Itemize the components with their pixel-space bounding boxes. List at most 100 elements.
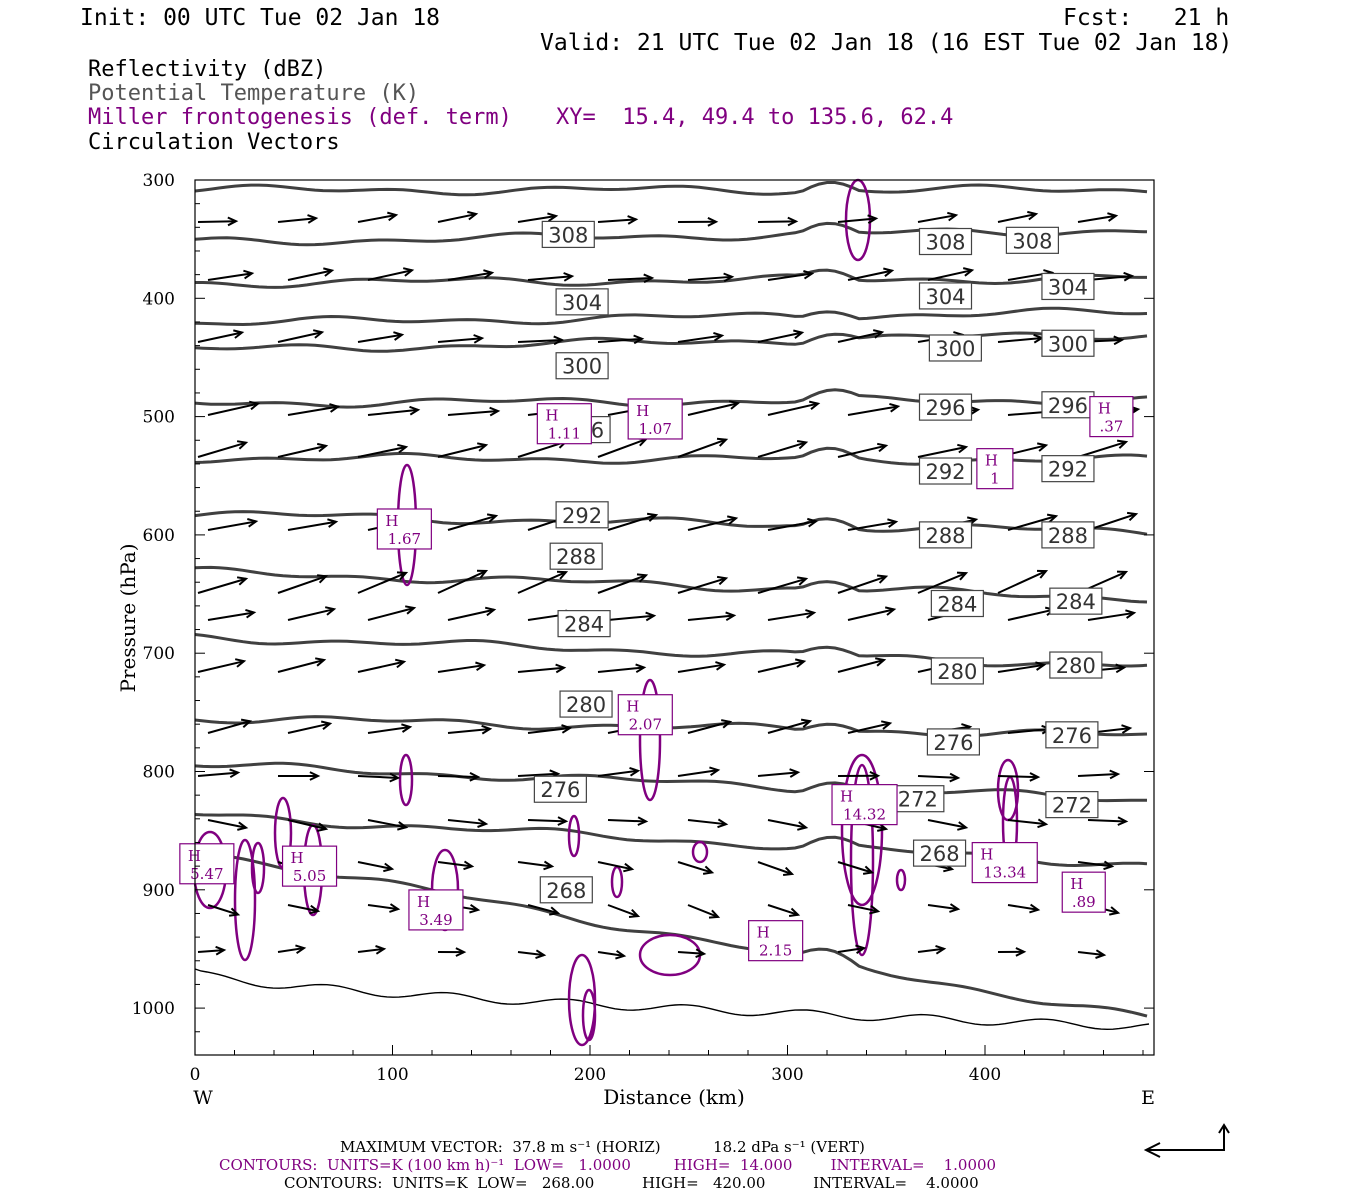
vector-arrowhead [709,766,721,777]
vector-arrowhead [375,945,387,955]
frontogenesis-contour [638,933,702,977]
circulation-vector [607,276,653,281]
circulation-vector [837,575,887,594]
vector-arrowhead [477,818,489,828]
circulation-vector [837,659,885,673]
theta-label-box [918,521,973,549]
vector-arrowhead [1115,663,1127,674]
vector-arrowhead [476,442,489,452]
theta-contour [195,268,1147,289]
vector-arrowhead [307,214,319,224]
forecast-hour: Fcst: 21 h [1063,5,1230,31]
circulation-vector [277,444,327,458]
vector-arrowhead [707,216,719,227]
vector-arrowhead [969,405,981,416]
theta-contour-label: 276 [540,778,580,802]
y-tick-label: 300 [143,171,175,191]
frontogenesis-max-letter: H [188,847,201,865]
circulation-vector [1007,515,1057,531]
surface-trace [194,968,1150,1031]
vector-arrowhead [240,718,253,728]
circulation-vector [447,514,497,531]
vector-arrowhead [796,576,809,586]
vector-arrowhead [793,329,805,339]
circulation-vector [527,726,571,734]
vector-arrowhead [643,273,655,284]
theta-contour-note: CONTOURS: UNITS=K LOW= 268.00 HIGH= 420.… [284,1174,979,1192]
circulation-vector [597,218,637,223]
reference-vector-icon [1143,1123,1230,1158]
circulation-vector [757,660,805,673]
frontogenesis-max-value: 1 [990,470,1000,488]
vector-arrowhead [237,821,249,831]
vector-arrowhead [401,723,413,733]
vector-arrowhead [1015,947,1027,957]
vector-arrowhead [396,571,409,581]
frontogenesis-max-box [281,845,338,887]
vector-arrowhead [957,443,969,454]
vector-arrowhead [483,269,495,279]
circulation-vector [207,904,239,916]
circulation-vector [197,660,245,673]
circulation-vector [757,220,797,223]
x-axis-east-label: E [1141,1087,1155,1109]
theta-label-box [912,839,967,867]
theta-contour-label: 272 [1052,794,1092,818]
circulation-vector [917,947,945,953]
vector-arrowhead [547,212,559,222]
frontogenesis-contour-note: CONTOURS: UNITS=K (100 km h)⁻¹ LOW= 1.00… [219,1156,997,1174]
theta-label-box [557,610,611,638]
circulation-vector [687,614,735,621]
circulation-vector [997,663,1045,673]
circulation-vector [847,904,879,913]
circulation-vector [517,666,565,673]
frontogenesis-max-letter: H [291,849,304,867]
circulation-vector [847,405,899,416]
vector-arrowhead [1036,569,1049,579]
circulation-vector [677,769,719,777]
circulation-vector [847,608,895,621]
vector-arrowhead [248,400,261,411]
theta-label-box [1045,791,1099,819]
theta-label-box [891,785,945,813]
vector-arrowhead [875,657,887,667]
vector-arrowhead [800,718,813,728]
frontogenesis-max-box [831,784,898,826]
circulation-vector [767,611,815,621]
theta-label-box [1049,587,1103,615]
frontogenesis-contour [849,763,875,957]
circulation-vector [287,608,335,621]
x-tick-label: 200 [574,1065,606,1085]
vector-arrowhead [787,216,799,227]
circulation-vector [517,338,563,343]
vector-arrowhead [1116,439,1129,449]
vector-arrowhead [949,903,961,913]
frontogenesis-max-value: 1.11 [548,425,581,443]
vector-arrowhead [309,771,321,781]
frontogenesis-max-value: 1.07 [638,420,671,438]
circulation-vector [517,951,545,957]
theta-label-box [1041,272,1095,301]
circulation-vector [197,331,243,343]
circulation-vector [1087,275,1133,281]
circulation-vector [1077,773,1119,777]
frontogenesis-contour [398,753,414,807]
vector-arrowhead [1046,513,1059,523]
vector-arrowhead [869,905,881,915]
frontogenesis-max-value: 2.07 [629,716,662,734]
frontogenesis-contour [638,678,662,802]
vector-arrowhead [947,211,959,222]
circulation-vector [1077,951,1105,956]
theta-contour [194,565,1148,604]
vector-arrowhead [543,860,555,871]
vector-arrowhead [949,772,961,783]
vector-arrowhead [327,518,339,528]
frontogenesis-max-letter: H [545,407,558,425]
theta-contour-label: 292 [925,460,965,484]
theta-contour [194,181,1148,197]
circulation-vector [837,331,883,343]
circulation-vector [1007,904,1039,911]
vector-arrowhead [481,724,493,735]
vector-arrowhead [956,571,969,581]
vector-arrowhead [329,403,341,413]
